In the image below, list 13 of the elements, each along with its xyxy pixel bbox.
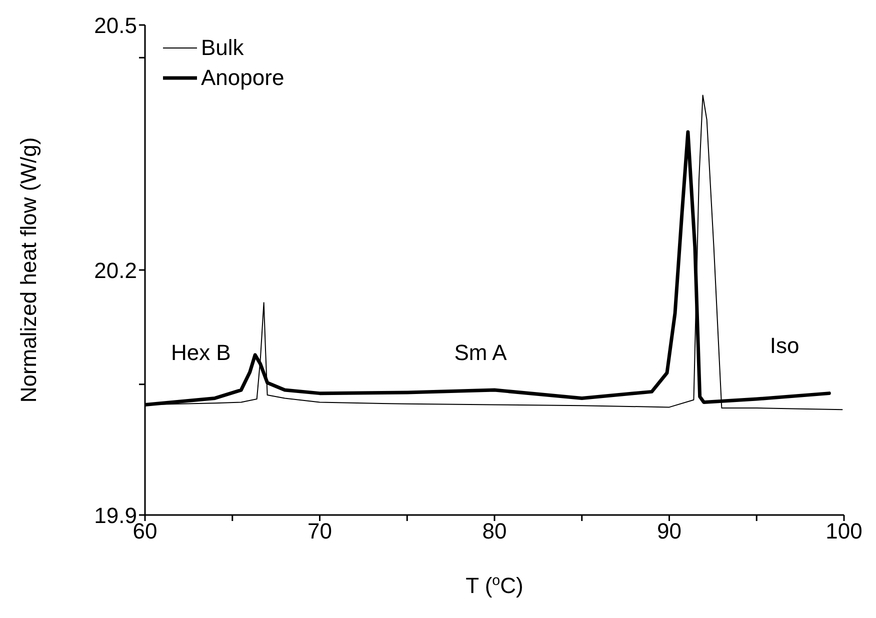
y-axis-title: Normalized heat flow (W/g) bbox=[16, 137, 41, 403]
legend-label: Bulk bbox=[201, 35, 244, 61]
x-tick-label: 80 bbox=[482, 518, 507, 544]
x-tick-label: 70 bbox=[308, 518, 332, 544]
annotation: Sm A bbox=[454, 340, 507, 366]
x-tick-label: 90 bbox=[657, 518, 682, 544]
x-axis-title: T ($^{o}$C) bbox=[466, 573, 524, 598]
x-tick-label: 100 bbox=[826, 518, 862, 544]
y-tick-label: 20.5 bbox=[94, 12, 137, 38]
annotation: Hex B bbox=[170, 340, 231, 366]
y-tick-label: 20.2 bbox=[94, 258, 137, 283]
legend-label: Anopore bbox=[201, 65, 284, 91]
annotation: Iso bbox=[770, 332, 800, 359]
